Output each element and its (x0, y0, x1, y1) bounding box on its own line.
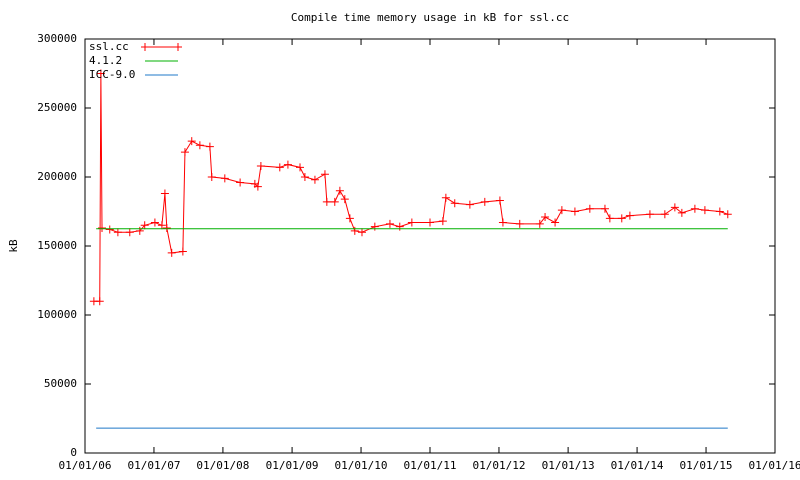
point-marker (441, 193, 450, 202)
point-marker (220, 174, 229, 183)
point-marker (310, 175, 319, 184)
point-marker (167, 248, 176, 257)
legend-marker (174, 43, 182, 51)
point-marker (690, 204, 699, 213)
point-marker (322, 197, 331, 206)
plot-frame (84, 38, 776, 454)
y-tick-label: 150000 (37, 239, 77, 252)
point-marker (670, 203, 679, 212)
y-tick-label: 250000 (37, 101, 77, 114)
point-marker (541, 213, 550, 222)
point-marker (625, 211, 634, 220)
point-marker (340, 195, 349, 204)
point-marker (438, 217, 447, 226)
x-tick-label: 01/01/16 (749, 459, 800, 472)
point-marker (205, 142, 214, 151)
point-marker (125, 228, 134, 237)
point-marker (357, 228, 366, 237)
point-marker (645, 210, 654, 219)
point-marker (160, 189, 169, 198)
point-marker (498, 218, 507, 227)
x-tick-label: 01/01/08 (196, 459, 249, 472)
point-marker (660, 210, 669, 219)
y-tick-label: 300000 (37, 32, 77, 45)
point-marker (465, 200, 474, 209)
point-marker (236, 178, 245, 187)
legend-label: ICC-9.0 (89, 68, 135, 81)
point-marker (715, 207, 724, 216)
x-tick-label: 01/01/07 (127, 459, 180, 472)
point-marker (350, 226, 359, 235)
x-tick-label: 01/01/10 (335, 459, 388, 472)
y-tick-label: 0 (70, 446, 77, 459)
point-marker (570, 207, 579, 216)
point-marker (600, 204, 609, 213)
point-marker (157, 221, 166, 230)
point-marker (283, 160, 292, 169)
point-marker (98, 224, 107, 233)
point-marker (395, 222, 404, 231)
y-axis-label: kB (7, 239, 20, 253)
point-marker (450, 199, 459, 208)
x-tick-label: 01/01/15 (680, 459, 733, 472)
x-tick-label: 01/01/09 (266, 459, 319, 472)
point-marker (178, 247, 187, 256)
point-marker (207, 173, 216, 181)
point-marker (551, 218, 560, 227)
point-marker (426, 218, 434, 227)
point-marker (256, 161, 265, 170)
point-marker (345, 214, 354, 223)
y-tick-label: 200000 (37, 170, 77, 183)
point-marker (495, 196, 504, 205)
point-marker (195, 141, 204, 150)
x-tick-label: 01/01/13 (542, 459, 595, 472)
point-marker (370, 222, 379, 231)
legend-marker (141, 43, 149, 51)
point-marker (480, 197, 489, 206)
point-marker (162, 224, 171, 233)
point-marker (385, 219, 394, 228)
point-marker (96, 69, 105, 78)
chart-title: Compile time memory usage in kB for ssl.… (291, 11, 569, 24)
point-marker (605, 214, 614, 223)
point-marker (515, 219, 524, 228)
legend-label: 4.1.2 (89, 54, 122, 67)
point-marker (723, 210, 732, 219)
point-marker (407, 218, 416, 227)
point-marker (535, 219, 544, 228)
point-marker (140, 221, 149, 230)
point-marker (320, 170, 329, 179)
point-marker (113, 228, 122, 237)
x-tick-label: 01/01/11 (404, 459, 457, 472)
y-tick-label: 50000 (44, 377, 77, 390)
point-marker (300, 173, 309, 181)
point-marker (335, 186, 344, 195)
point-marker (330, 197, 339, 206)
point-marker (135, 226, 144, 235)
x-tick-label: 01/01/14 (611, 459, 664, 472)
point-marker (180, 148, 189, 157)
point-marker (677, 208, 686, 217)
y-tick-label: 100000 (37, 308, 77, 321)
point-marker (585, 204, 594, 213)
point-marker (105, 225, 114, 234)
point-marker (296, 163, 305, 172)
point-marker (617, 214, 626, 223)
x-tick-label: 01/01/06 (59, 459, 112, 472)
point-marker (150, 218, 159, 227)
x-tick-label: 01/01/12 (472, 459, 525, 472)
point-marker (253, 182, 262, 191)
point-marker (275, 163, 284, 172)
point-marker (187, 137, 196, 146)
point-marker (95, 297, 104, 306)
point-marker (700, 206, 709, 215)
series-line (93, 73, 728, 302)
point-marker (557, 206, 566, 215)
legend-label: ssl.cc (89, 40, 129, 53)
